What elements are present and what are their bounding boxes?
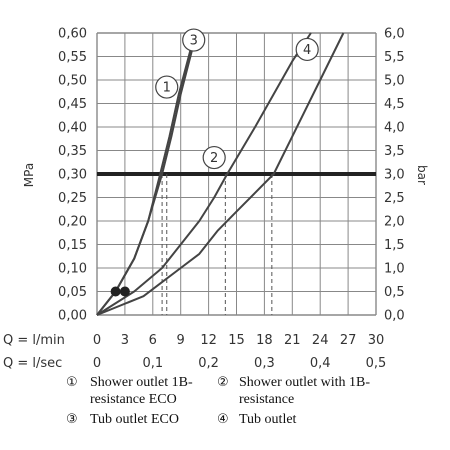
series-line-4	[96, 32, 345, 316]
x-tick-label-lmin: 3	[121, 333, 129, 348]
operating-points	[110, 286, 130, 297]
x-axis-lmin-label: Q = l/min	[3, 333, 65, 348]
right-tick-label: 4,0	[384, 121, 405, 136]
x-tick-label-lmin: 30	[368, 333, 385, 348]
x-tick-label-lsec: 0,3	[254, 356, 275, 371]
right-tick-label: 0,5	[384, 285, 405, 300]
legend-mark-2: ②	[217, 375, 229, 390]
left-tick-label: 0,05	[58, 285, 87, 300]
series-badge-label-3: 3	[190, 34, 198, 49]
right-axis-label: bar	[415, 165, 429, 185]
x-tick-label-lmin: 24	[312, 333, 329, 348]
x-tick-label-lsec: 0,4	[310, 356, 331, 371]
series-badge-label-4: 4	[303, 43, 311, 58]
operating-point	[110, 286, 121, 297]
legend-label-2-line1: Shower outlet with 1B-	[239, 375, 370, 390]
right-tick-label: 6,0	[384, 27, 405, 42]
legend-label-2-line2: resistance	[239, 392, 294, 407]
x-tick-label-lsec: 0,1	[142, 356, 163, 371]
left-tick-label: 0,10	[58, 262, 87, 277]
left-tick-label: 0,55	[58, 50, 87, 65]
x-tick-label-lmin: 18	[256, 333, 273, 348]
x-tick-label-lmin: 27	[340, 333, 357, 348]
tick-labels: 0,600,550,500,450,400,350,300,250,200,15…	[58, 27, 405, 372]
left-tick-label: 0,60	[58, 27, 87, 42]
legend-mark-1: ①	[66, 375, 78, 390]
legend-item-2: ② Shower outlet with 1B- resistance	[217, 375, 370, 407]
series-line-3	[96, 32, 201, 316]
left-tick-label: 0,50	[58, 74, 87, 89]
legend: ① Shower outlet 1B- resistance ECO ② Sho…	[66, 375, 370, 427]
legend-mark-4: ④	[217, 412, 229, 427]
legend-mark-3: ③	[66, 412, 78, 427]
x-tick-label-lmin: 6	[149, 333, 157, 348]
legend-label-1-line2: resistance ECO	[90, 392, 177, 407]
right-tick-label: 1,5	[384, 238, 405, 253]
legend-item-1: ① Shower outlet 1B- resistance ECO	[66, 375, 193, 407]
right-tick-label: 3,0	[384, 168, 405, 183]
series-badge-2	[202, 145, 226, 170]
series-line-2	[96, 32, 312, 316]
right-tick-label: 4,5	[384, 97, 405, 112]
left-tick-label: 0,25	[58, 191, 87, 206]
right-tick-label: 0,0	[384, 309, 405, 324]
x-tick-label-lsec: 0,2	[198, 356, 219, 371]
x-tick-label-lmin: 21	[284, 333, 301, 348]
left-tick-label: 0,00	[58, 309, 87, 324]
right-tick-label: 5,5	[384, 50, 405, 65]
series-badge-3	[182, 28, 206, 52]
right-tick-label: 1,0	[384, 262, 405, 277]
right-tick-label: 5,0	[384, 74, 405, 89]
curve-badges: 1 2 3 4	[155, 28, 319, 170]
legend-item-4: ④ Tub outlet	[217, 412, 297, 427]
left-tick-label: 0,30	[58, 168, 87, 183]
x-tick-label-lmin: 0	[93, 333, 101, 348]
right-tick-label: 2,0	[384, 215, 405, 230]
left-tick-label: 0,15	[58, 238, 87, 253]
right-tick-label: 3,5	[384, 144, 405, 159]
legend-item-3: ③ Tub outlet ECO	[66, 412, 179, 427]
series-badge-label-1: 1	[163, 81, 171, 96]
x-axis-lsec-label: Q = l/sec	[3, 356, 62, 371]
left-tick-label: 0,45	[58, 97, 87, 112]
x-tick-label-lmin: 9	[177, 333, 185, 348]
operating-point	[119, 286, 130, 297]
x-tick-label-lmin: 15	[228, 333, 245, 348]
x-tick-label-lsec: 0,5	[366, 356, 387, 371]
left-axis-label: MPa	[22, 163, 36, 187]
left-tick-label: 0,20	[58, 215, 87, 230]
right-tick-label: 2,5	[384, 191, 405, 206]
series-badge-1	[155, 75, 179, 99]
x-tick-label-lmin: 12	[200, 333, 217, 348]
series-badge-label-2: 2	[210, 151, 218, 166]
legend-label-4: Tub outlet	[239, 412, 297, 427]
left-tick-label: 0,35	[58, 144, 87, 159]
legend-label-1-line1: Shower outlet 1B-	[90, 375, 193, 390]
drop-lines	[161, 174, 273, 315]
x-tick-label-lsec: 0	[93, 356, 101, 371]
legend-label-3: Tub outlet ECO	[90, 412, 179, 427]
left-tick-label: 0,40	[58, 121, 87, 136]
series-badge-4	[295, 37, 319, 62]
curves	[96, 32, 345, 316]
